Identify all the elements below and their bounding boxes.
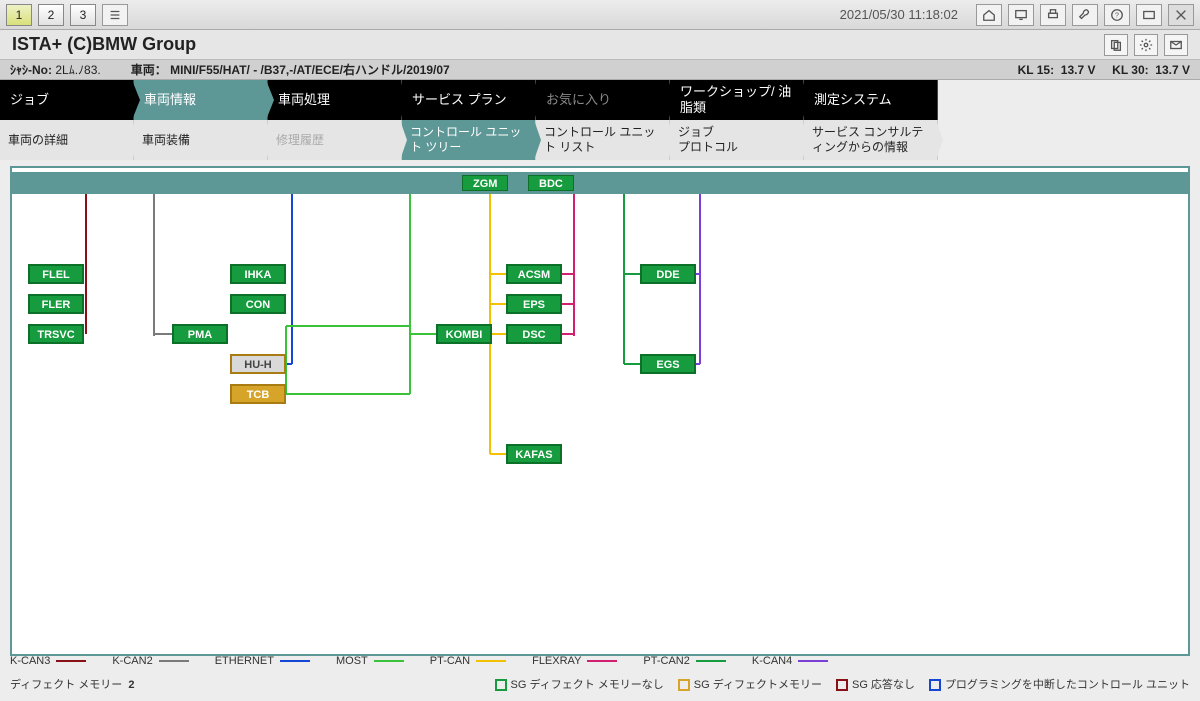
ecu-flel[interactable]: FLEL	[28, 264, 84, 284]
ecu-trsvc[interactable]: TRSVC	[28, 324, 84, 344]
home-icon[interactable]	[976, 4, 1002, 26]
main-tab-4: お気に入り	[536, 80, 670, 120]
sub-tab-3[interactable]: コントロール ユニット ツリー	[402, 120, 536, 160]
bus-legend-ethernet: ETHERNET	[215, 655, 310, 667]
ecu-kombi[interactable]: KOMBI	[436, 324, 492, 344]
help-icon[interactable]: ?	[1104, 4, 1130, 26]
vehicle-label: 車両：	[131, 61, 167, 78]
status-legend-item: SG 応答なし	[836, 676, 915, 692]
defect-mem-label: ディフェクト メモリー	[10, 679, 122, 691]
sub-tab-0[interactable]: 車両の詳細	[0, 120, 134, 160]
window-icon[interactable]	[1136, 4, 1162, 26]
main-tab-5[interactable]: ワークショップ/ 油脂類	[670, 80, 804, 120]
ecu-pma[interactable]: PMA	[172, 324, 228, 344]
sub-tab-5[interactable]: ジョブ プロトコル	[670, 120, 804, 160]
kl30-label: KL 30:	[1112, 63, 1148, 77]
timestamp: 2021/05/30 11:18:02	[840, 7, 958, 22]
ecu-acsm[interactable]: ACSM	[506, 264, 562, 284]
page-tab-3[interactable]: 3	[70, 4, 96, 26]
main-tab-0[interactable]: ジョブ	[0, 80, 134, 120]
chassis-value: 2Lﾑ.ﾉ83.	[55, 61, 100, 78]
bus-legend-ptcan: PT-CAN	[430, 655, 506, 667]
wrench-icon[interactable]	[1072, 4, 1098, 26]
ecu-dsc[interactable]: DSC	[506, 324, 562, 344]
ecu-egs[interactable]: EGS	[640, 354, 696, 374]
close-icon[interactable]	[1168, 4, 1194, 26]
sub-tab-1[interactable]: 車両装備	[134, 120, 268, 160]
bus-legend-most: MOST	[336, 655, 404, 667]
vehicle-value: MINI/F55/HAT/ - /B37,-/AT/ECE/右ハンドル/2019…	[170, 61, 450, 78]
bus-legend-kcan2: K-CAN2	[112, 655, 188, 667]
main-tab-2[interactable]: 車両処理	[268, 80, 402, 120]
svg-text:?: ?	[1115, 12, 1119, 19]
ecu-ihka[interactable]: IHKA	[230, 264, 286, 284]
ecu-hu-h[interactable]: HU-H	[230, 354, 286, 374]
root-zgm[interactable]: ZGM	[462, 175, 508, 191]
main-tab-3[interactable]: サービス プラン	[402, 80, 536, 120]
bus-legend-kcan3: K-CAN3	[10, 655, 86, 667]
ecu-tree-canvas: ZGM BDC FLEL FLER TRSVC PMA IHKA CON HU-H TCB KOMB…	[10, 166, 1190, 656]
ecu-eps[interactable]: EPS	[506, 294, 562, 314]
bus-legend-kcan4: K-CAN4	[752, 655, 828, 667]
mail-icon[interactable]	[1164, 34, 1188, 56]
main-tabs: ジョブ車両情報車両処理サービス プランお気に入りワークショップ/ 油脂類測定シス…	[0, 80, 1200, 120]
list-icon[interactable]	[102, 4, 128, 26]
main-tab-6[interactable]: 測定システム	[804, 80, 938, 120]
kl30-value: 13.7 V	[1155, 63, 1190, 77]
defect-mem-count: 2	[128, 679, 134, 691]
sub-tab-6[interactable]: サービス コンサルティングからの情報	[804, 120, 938, 160]
screen-icon[interactable]	[1008, 4, 1034, 26]
sub-tab-4[interactable]: コントロール ユニット リスト	[536, 120, 670, 160]
root-bdc[interactable]: BDC	[528, 175, 574, 191]
kl15-label: KL 15:	[1018, 63, 1054, 77]
status-legend-item: SG ディフェクトメモリー	[678, 676, 822, 692]
sub-tabs: 車両の詳細車両装備修理履歴コントロール ユニット ツリーコントロール ユニット …	[0, 120, 1200, 160]
status-legend-item: SG ディフェクト メモリーなし	[495, 676, 664, 692]
bus-legend: K-CAN3 K-CAN2 ETHERNET MOST PT-CAN FLEXRAY PT-…	[10, 653, 1190, 669]
ecu-dde[interactable]: DDE	[640, 264, 696, 284]
wire-layer	[12, 168, 1188, 654]
ecu-con[interactable]: CON	[230, 294, 286, 314]
kl15-value: 13.7 V	[1061, 63, 1096, 77]
page-tab-1[interactable]: 1	[6, 4, 32, 26]
bus-legend-flexray: FLEXRAY	[532, 655, 617, 667]
ecu-tcb[interactable]: TCB	[230, 384, 286, 404]
ecu-fler[interactable]: FLER	[28, 294, 84, 314]
copy-icon[interactable]	[1104, 34, 1128, 56]
status-legend-item: プログラミングを中断したコントロール ユニット	[929, 676, 1190, 692]
print-icon[interactable]	[1040, 4, 1066, 26]
main-tab-1[interactable]: 車両情報	[134, 80, 268, 120]
ecu-kafas[interactable]: KAFAS	[506, 444, 562, 464]
bus-legend-ptcan2: PT-CAN2	[643, 655, 725, 667]
app-title: ISTA+ (C)BMW Group	[12, 34, 1098, 55]
sub-tab-2: 修理履歴	[268, 120, 402, 160]
page-tab-2[interactable]: 2	[38, 4, 64, 26]
chassis-label: ｼｬｼ-No:	[10, 61, 52, 78]
status-legend: ディフェクト メモリー 2 SG ディフェクト メモリーなし SG ディフェクトメ…	[10, 675, 1190, 693]
gear-icon[interactable]	[1134, 34, 1158, 56]
